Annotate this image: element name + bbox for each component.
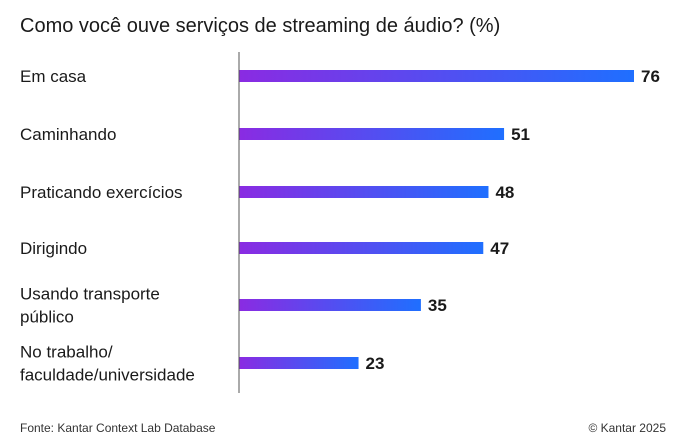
data-label: 51 (511, 125, 530, 144)
data-label: 47 (490, 239, 509, 258)
bar (239, 70, 634, 82)
category-label: Dirigindo (20, 239, 87, 258)
category-label: Usando transporte (20, 285, 160, 304)
source-note: Fonte: Kantar Context Lab Database (20, 421, 216, 435)
bar (239, 128, 505, 140)
bar (239, 242, 484, 254)
category-label: Praticando exercícios (20, 183, 183, 202)
copyright-note: © Kantar 2025 (588, 421, 666, 435)
category-label: faculdade/universidade (20, 366, 195, 385)
category-label: público (20, 308, 74, 327)
data-label: 76 (641, 67, 660, 86)
category-label: Caminhando (20, 125, 116, 144)
bar (239, 357, 359, 369)
bar (239, 186, 489, 198)
data-label: 35 (428, 296, 447, 315)
data-label: 23 (366, 354, 385, 373)
data-label: 48 (495, 183, 514, 202)
chart-title: Como você ouve serviços de streaming de … (20, 15, 501, 37)
category-label: Em casa (20, 67, 87, 86)
bar (239, 299, 421, 311)
category-label: No trabalho/ (20, 343, 113, 362)
